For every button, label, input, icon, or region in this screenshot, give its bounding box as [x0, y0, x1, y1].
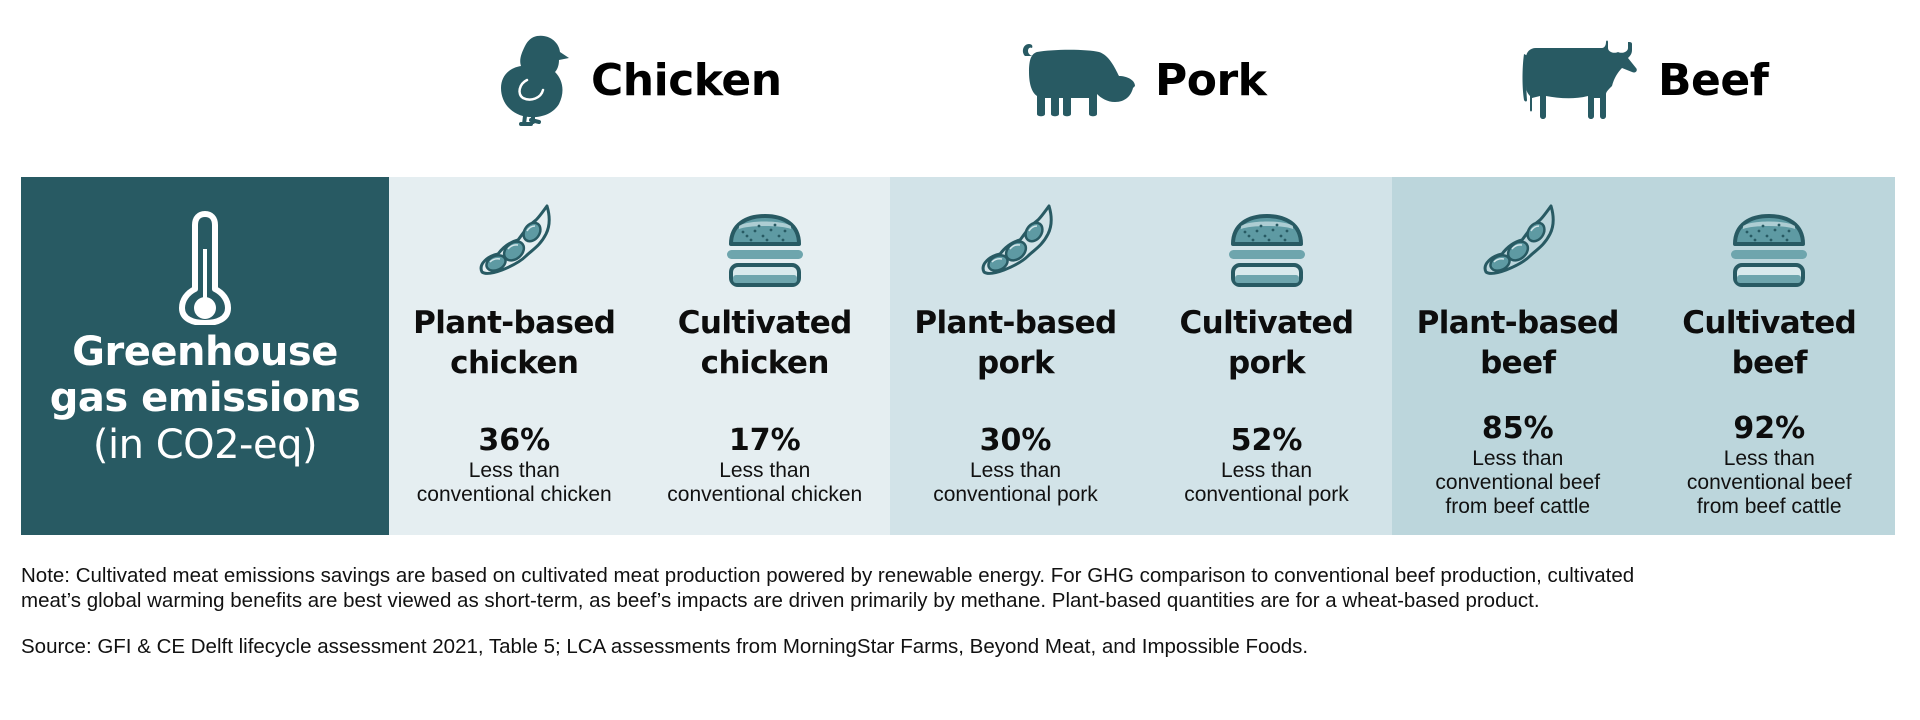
animal-heading-chicken: Chicken [497, 30, 782, 130]
emissions-comparison-band: Greenhouse gas emissions (in CO2-eq) Pla… [21, 177, 1895, 535]
burger-icon [1227, 212, 1307, 288]
animal-heading-pork: Pork [1019, 30, 1267, 130]
source-citation: Source: GFI & CE Delft lifecycle assessm… [21, 635, 1309, 658]
note-line-2: meat’s global warming benefits are best … [21, 589, 1540, 612]
percent-description: Less than conventional pork [1184, 459, 1349, 506]
card-cultivated-beef: Cultivated beef 92% Less than convention… [1644, 177, 1896, 535]
thermometer-icon [179, 211, 231, 325]
lead-title-line1: Greenhouse [72, 329, 338, 375]
percent-description: Less than conventional beef from beef ca… [1686, 447, 1852, 518]
card-title: Plant-based beef [1416, 305, 1620, 381]
percent-value: 92% [1733, 411, 1806, 446]
percent-value: 85% [1481, 411, 1554, 446]
note-line-1: Note: Cultivated meat emissions savings … [21, 564, 1635, 587]
card-title: Cultivated pork [1179, 305, 1354, 381]
cow-icon [1522, 40, 1637, 119]
animal-header: Chicken Pork Beef [0, 0, 1920, 177]
burger-icon [1729, 212, 1809, 288]
card-title: Plant-based pork [914, 305, 1117, 381]
card-title: Cultivated beef [1682, 305, 1857, 381]
percent-value: 52% [1230, 423, 1303, 458]
animal-label-beef: Beef [1658, 54, 1769, 106]
section-pork: Plant-based pork 30% Less than conventio… [890, 177, 1392, 535]
card-cultivated-chicken: Cultivated chicken 17% Less than convent… [640, 177, 891, 535]
card-title: Plant-based chicken [413, 305, 616, 381]
percent-value: 30% [979, 423, 1052, 458]
pea-pod-icon [976, 202, 1056, 282]
percent-description: Less than conventional chicken [667, 459, 863, 506]
card-plant-based-beef: Plant-based beef 85% Less than conventio… [1392, 177, 1644, 535]
lead-title-line2: gas emissions [49, 375, 361, 421]
percent-description: Less than conventional beef from beef ca… [1435, 447, 1601, 518]
section-chicken: Plant-based chicken 36% Less than conven… [389, 177, 890, 535]
percent-value: 36% [478, 423, 551, 458]
percent-value: 17% [728, 423, 801, 458]
animal-label-chicken: Chicken [591, 54, 782, 106]
section-beef: Plant-based beef 85% Less than conventio… [1392, 177, 1895, 535]
pea-pod-icon [1478, 202, 1558, 282]
animal-heading-beef: Beef [1522, 30, 1769, 130]
ghg-lead-panel: Greenhouse gas emissions (in CO2-eq) [21, 177, 389, 535]
animal-label-pork: Pork [1155, 54, 1267, 106]
pea-pod-icon [474, 202, 554, 282]
percent-description: Less than conventional pork [933, 459, 1098, 506]
card-plant-based-pork: Plant-based pork 30% Less than conventio… [890, 177, 1141, 535]
card-cultivated-pork: Cultivated pork 52% Less than convention… [1141, 177, 1392, 535]
lead-unit: (in CO2-eq) [92, 422, 318, 468]
card-title: Cultivated chicken [677, 305, 853, 381]
chick-icon [501, 35, 569, 126]
burger-icon [725, 212, 805, 288]
pig-icon [1022, 44, 1135, 117]
percent-description: Less than conventional chicken [416, 459, 612, 506]
footnotes: Note: Cultivated meat emissions savings … [21, 563, 1901, 659]
card-plant-based-chicken: Plant-based chicken 36% Less than conven… [389, 177, 640, 535]
